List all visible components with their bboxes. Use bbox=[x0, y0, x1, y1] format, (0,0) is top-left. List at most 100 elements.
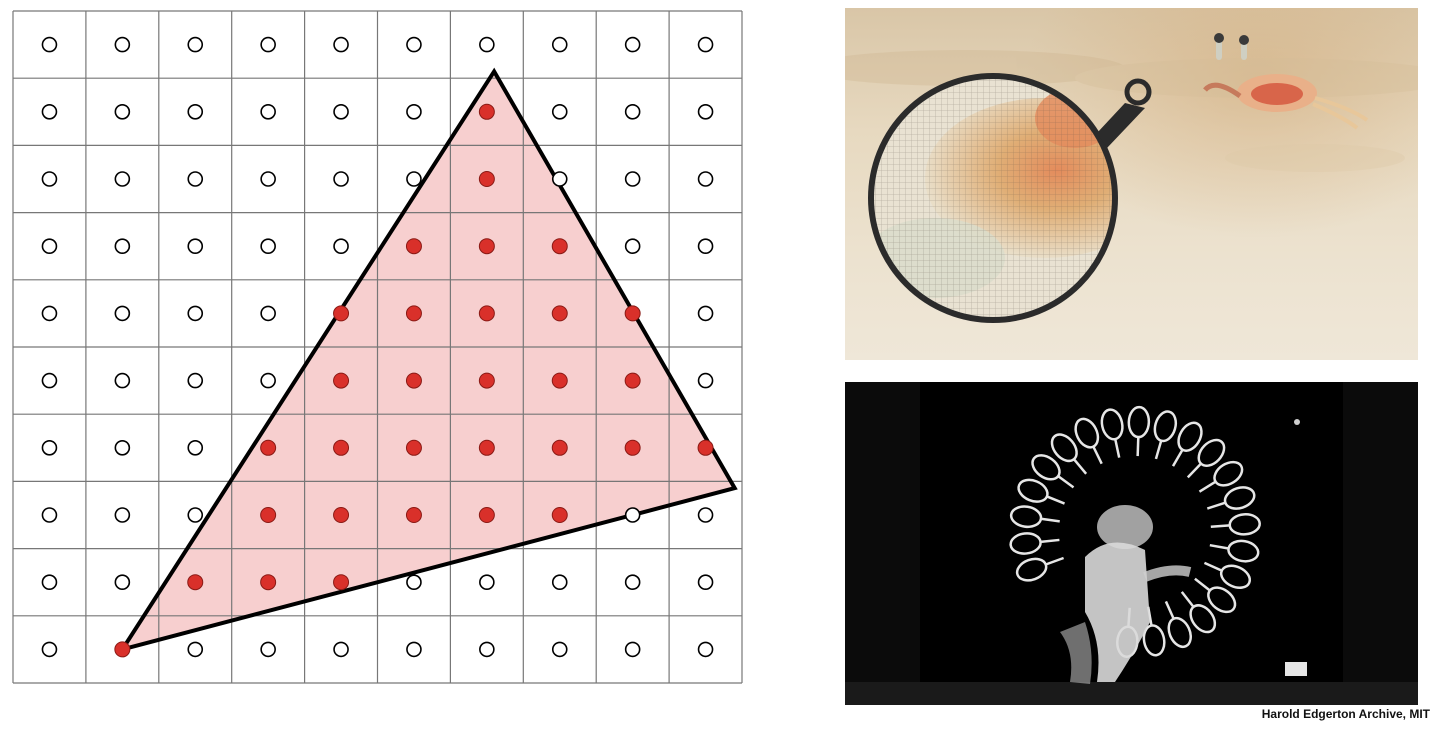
racket-head bbox=[1219, 564, 1252, 589]
racket-head bbox=[1142, 624, 1166, 657]
sample-point-uncovered bbox=[41, 641, 58, 658]
triangle-outline bbox=[117, 67, 738, 653]
sample-point-uncovered bbox=[187, 171, 204, 187]
sample-point-covered bbox=[478, 372, 495, 389]
scoreboard-label bbox=[1285, 662, 1307, 676]
racket-handle bbox=[1136, 437, 1140, 457]
sample-point-uncovered bbox=[406, 574, 422, 591]
sample-point-covered bbox=[624, 372, 641, 389]
sample-point-uncovered bbox=[551, 104, 568, 120]
sample-point-uncovered bbox=[333, 36, 349, 53]
sample-point-uncovered bbox=[697, 305, 714, 322]
sample-point-uncovered bbox=[697, 171, 714, 187]
racket-handle bbox=[1040, 538, 1060, 544]
racket-head bbox=[1228, 513, 1261, 536]
sample-point-covered bbox=[551, 238, 568, 255]
sample-point-covered bbox=[478, 171, 495, 187]
sample-point-uncovered bbox=[697, 36, 714, 53]
sample-point-covered bbox=[114, 641, 131, 658]
sample-point-uncovered bbox=[406, 641, 422, 658]
sample-point-covered bbox=[405, 238, 422, 255]
sample-point-uncovered bbox=[41, 305, 58, 322]
sample-point-uncovered bbox=[697, 574, 714, 591]
racket-handle bbox=[1045, 556, 1065, 566]
racket-handle bbox=[1046, 495, 1066, 505]
sample-point-uncovered bbox=[333, 104, 349, 120]
sample-point-uncovered bbox=[333, 171, 349, 187]
sample-point-uncovered bbox=[41, 104, 58, 120]
racket-head bbox=[1074, 417, 1100, 449]
crab bbox=[1203, 33, 1369, 130]
racket-image bbox=[1009, 532, 1060, 555]
racket-handle bbox=[1209, 543, 1229, 550]
sample-point-uncovered bbox=[260, 238, 276, 254]
racket-handle bbox=[1171, 449, 1184, 467]
racket-head bbox=[1223, 486, 1256, 510]
sample-point-uncovered bbox=[260, 104, 276, 120]
racket-image bbox=[1074, 417, 1103, 465]
racket-image bbox=[1203, 561, 1252, 589]
racket-image bbox=[1186, 438, 1226, 479]
sample-point-uncovered bbox=[697, 104, 714, 120]
sample-point-covered bbox=[405, 372, 422, 389]
sample-point-uncovered bbox=[260, 36, 276, 53]
sample-point-uncovered bbox=[260, 372, 276, 389]
sample-point-covered bbox=[260, 574, 277, 591]
racket-handle bbox=[1198, 480, 1217, 493]
sample-point-uncovered bbox=[260, 305, 276, 322]
sample-point-uncovered bbox=[187, 372, 204, 389]
sample-point-covered bbox=[405, 439, 422, 456]
tennis-ball bbox=[1294, 419, 1300, 425]
sample-point-uncovered bbox=[41, 238, 58, 254]
crab-photo bbox=[845, 8, 1418, 360]
racket-head bbox=[1100, 408, 1124, 441]
sample-point-uncovered bbox=[114, 439, 131, 456]
sample-point-uncovered bbox=[114, 36, 131, 53]
racket-head bbox=[1227, 539, 1260, 563]
sample-point-covered bbox=[333, 574, 350, 591]
sample-point-uncovered bbox=[114, 372, 131, 389]
racket-image bbox=[1050, 433, 1088, 475]
sample-point-uncovered bbox=[41, 507, 58, 523]
sample-point-uncovered bbox=[187, 36, 204, 53]
tennis-strobe-photo bbox=[845, 382, 1418, 705]
sample-point-covered bbox=[333, 507, 350, 523]
sample-point-uncovered bbox=[260, 171, 276, 187]
sample-point-covered bbox=[697, 439, 714, 456]
racket-image bbox=[1171, 421, 1203, 467]
sample-point-uncovered bbox=[406, 171, 422, 187]
sample-point-covered bbox=[624, 305, 641, 322]
racket-image bbox=[1015, 556, 1065, 582]
racket-handle bbox=[1194, 577, 1211, 592]
sample-point-uncovered bbox=[114, 574, 131, 591]
sample-point-uncovered bbox=[479, 36, 495, 53]
sample-point-uncovered bbox=[114, 507, 131, 523]
sample-point-uncovered bbox=[333, 238, 349, 254]
sample-point-covered bbox=[260, 439, 277, 456]
pixel-grid bbox=[12, 10, 743, 684]
sample-point-uncovered bbox=[114, 171, 131, 187]
racket-handle bbox=[1180, 591, 1195, 608]
player-silhouette bbox=[1060, 505, 1192, 684]
racket-handle bbox=[1206, 501, 1226, 510]
racket-head bbox=[1017, 478, 1049, 503]
sample-points bbox=[41, 36, 714, 658]
sample-point-uncovered bbox=[479, 641, 495, 658]
sample-point-uncovered bbox=[624, 238, 641, 254]
racket-image bbox=[1194, 577, 1237, 614]
sample-point-uncovered bbox=[114, 238, 131, 254]
racket-handle bbox=[1154, 440, 1163, 460]
triangle-fill bbox=[122, 71, 735, 650]
sample-point-covered bbox=[333, 372, 350, 389]
sample-point-uncovered bbox=[114, 305, 131, 322]
sample-point-covered bbox=[478, 507, 495, 523]
sample-point-uncovered bbox=[624, 171, 641, 187]
racket-handle bbox=[1092, 446, 1103, 465]
racket-image bbox=[1153, 410, 1178, 460]
sample-point-covered bbox=[405, 305, 422, 322]
rasterization-diagram bbox=[12, 10, 743, 684]
sample-point-uncovered bbox=[406, 36, 422, 53]
racket-image bbox=[1009, 505, 1060, 529]
sample-point-uncovered bbox=[187, 305, 204, 322]
racket-head bbox=[1153, 410, 1178, 443]
